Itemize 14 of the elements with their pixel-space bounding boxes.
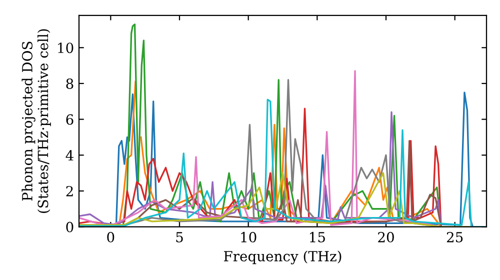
y-tick-label: 10 xyxy=(58,42,74,54)
y-tick-label: 6 xyxy=(66,114,74,125)
y-tick-label: 0 xyxy=(66,222,74,232)
x-tick-label: 20 xyxy=(378,232,394,242)
x-tick-label: 15 xyxy=(310,232,325,242)
x-tick-label: 0 xyxy=(107,232,114,242)
x-tick-label: 10 xyxy=(241,232,256,242)
y-tick-label: 2 xyxy=(66,186,73,196)
x-tick-label: 5 xyxy=(176,232,183,242)
x-tick-label: 25 xyxy=(446,232,463,242)
x-axis-title: Frequency (THz) xyxy=(224,250,342,264)
y-tick-label: 4 xyxy=(66,150,74,160)
y-tick-label: 8 xyxy=(66,78,74,89)
y-axis-title: Phonon projected DOS (States/THz·primitive cell) xyxy=(22,29,51,213)
